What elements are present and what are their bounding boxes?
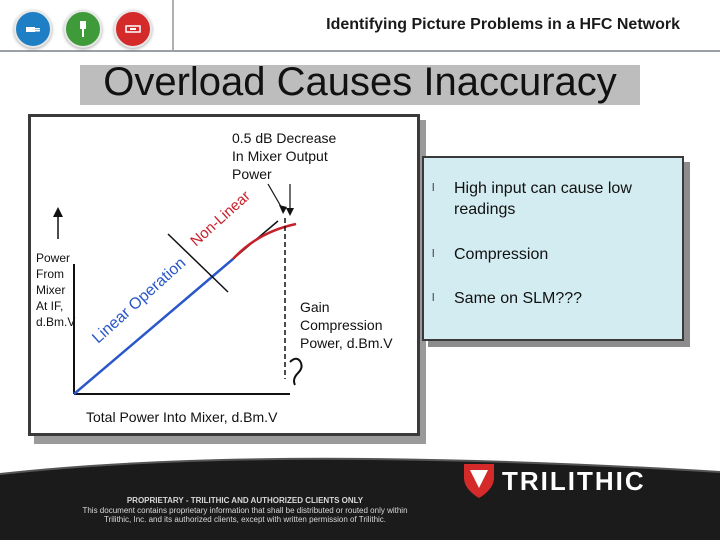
annotation-arrow-head-1 xyxy=(279,205,287,214)
blue-plug-icon[interactable] xyxy=(14,10,52,48)
bullet-text: Compression xyxy=(454,246,549,263)
linear-line xyxy=(73,258,234,395)
header-rule xyxy=(0,50,720,52)
bullet-mark: l xyxy=(432,248,435,260)
annotation-arrow-head-2 xyxy=(286,208,294,216)
x-axis-label: Total Power Into Mixer, d.Bm.V xyxy=(86,409,278,425)
green-cable-icon[interactable] xyxy=(64,10,102,48)
bullet-mark: l xyxy=(432,182,435,194)
header-divider xyxy=(172,0,174,50)
gain-label-line-3: Power, d.Bm.V xyxy=(300,335,393,351)
y-label-line-4: At IF, xyxy=(36,299,63,313)
bullet-box: l High input can cause low readings l Co… xyxy=(422,156,684,341)
bullet-item-3: l Same on SLM??? xyxy=(432,288,674,309)
chart-diagram: 0.5 dB Decrease In Mixer Output Power Po… xyxy=(36,130,393,425)
bullet-mark: l xyxy=(432,292,435,304)
y-arrow-head xyxy=(53,207,63,217)
red-connector-icon[interactable] xyxy=(114,10,152,48)
annotation-line-3: Power xyxy=(232,166,272,182)
footer-swoosh xyxy=(0,457,720,540)
non-linear-label: Non-Linear xyxy=(187,188,254,250)
header-title: Identifying Picture Problems in a HFC Ne… xyxy=(326,16,680,33)
footer-line-3: Trilithic, Inc. and its authorized clien… xyxy=(103,515,387,524)
nonlinear-curve xyxy=(232,222,297,260)
y-label-line-5: d.Bm.V xyxy=(36,315,75,329)
bullet-item-1: l High input can cause low readings xyxy=(432,178,674,220)
bullet-item-2: l Compression xyxy=(432,244,674,265)
slide-title: Overload Causes Inaccuracy xyxy=(103,60,617,104)
bullet-text: High input can cause low readings xyxy=(454,180,632,218)
annotation-line-2: In Mixer Output xyxy=(232,148,328,164)
linear-operation-label: Linear Operation xyxy=(89,255,189,347)
y-label-line-1: Power xyxy=(36,251,70,265)
bullet-text: Same on SLM??? xyxy=(454,290,583,307)
footer-line-2: This document contains proprietary infor… xyxy=(82,506,408,515)
gain-label-line-1: Gain xyxy=(300,299,330,315)
y-label-line-2: From xyxy=(36,267,64,281)
annotation-line-1: 0.5 dB Decrease xyxy=(232,130,336,146)
chart-frame xyxy=(28,114,420,436)
trilithic-logo: TRILITHIC xyxy=(502,466,646,496)
footer-line-1: PROPRIETARY - TRILITHIC AND AUTHORIZED C… xyxy=(126,496,364,505)
y-label-line-3: Mixer xyxy=(36,283,65,297)
trilithic-shield-icon xyxy=(464,464,494,498)
axis-break-squiggle xyxy=(289,357,303,386)
gain-label-line-2: Compression xyxy=(300,317,382,333)
compression-diagonal xyxy=(167,233,229,293)
